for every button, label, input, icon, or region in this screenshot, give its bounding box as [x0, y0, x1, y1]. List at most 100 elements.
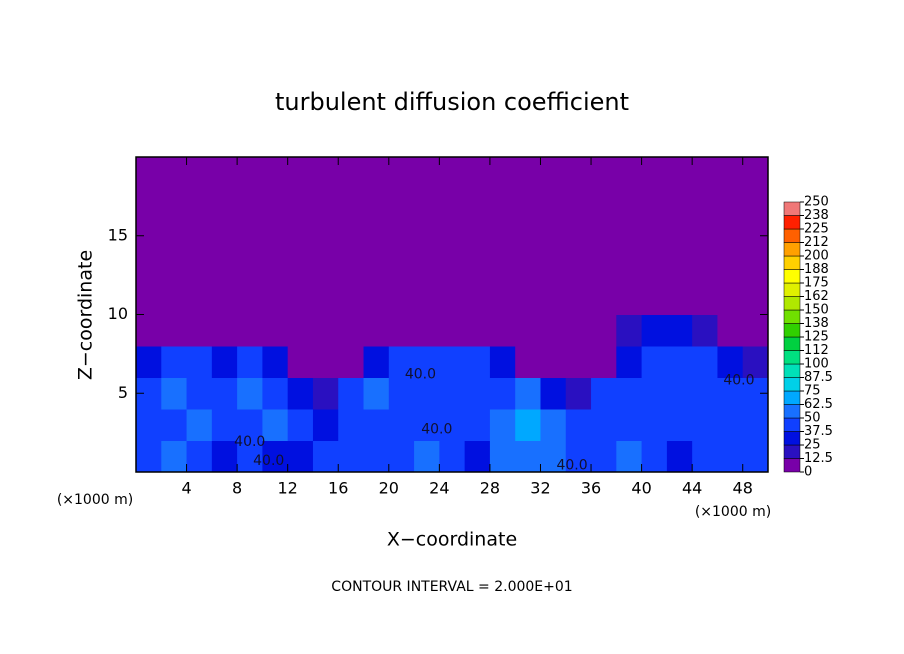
footer: CONTOUR INTERVAL = 2.000E+01 [331, 579, 572, 595]
cell [136, 409, 162, 441]
cell [211, 314, 238, 347]
cell [540, 283, 567, 315]
cell [414, 314, 440, 347]
cell [489, 157, 516, 189]
cell [161, 220, 188, 252]
cell [338, 409, 365, 441]
cell [692, 409, 718, 441]
cell [312, 440, 339, 473]
colorbar-label: 238 [804, 208, 829, 223]
cell [591, 409, 617, 441]
colorbar-swatch [783, 282, 801, 297]
x-unit-label: (×1000 m) [57, 492, 133, 508]
cell [211, 377, 238, 410]
cell [666, 377, 693, 410]
cell [388, 377, 415, 410]
cell [666, 157, 693, 189]
cell [591, 314, 617, 347]
colorbar-label: 87.5 [804, 370, 833, 385]
colorbar-label: 100 [804, 357, 829, 372]
cell [312, 188, 339, 221]
colorbar-label: 188 [804, 262, 829, 277]
cell [388, 346, 415, 378]
cell [489, 188, 516, 221]
cell [464, 188, 491, 221]
colorbar-swatch [783, 228, 801, 243]
cell [692, 283, 718, 315]
cell [515, 346, 541, 378]
colorbar-swatch [783, 458, 801, 473]
cell [742, 409, 769, 441]
cell [666, 188, 693, 221]
cell [439, 314, 466, 347]
x-tick-label: 16 [328, 479, 348, 498]
cell [287, 346, 314, 378]
cell [717, 346, 744, 378]
cell [692, 377, 718, 410]
colorbar-swatch [783, 350, 801, 365]
cell [262, 346, 289, 378]
cell [136, 251, 162, 284]
cell [186, 314, 213, 347]
cell [312, 314, 339, 347]
contour-label: 40.0 [234, 434, 265, 450]
cell [692, 440, 718, 473]
colorbar-label: 25 [804, 438, 821, 453]
cell [565, 409, 592, 441]
cell [161, 346, 188, 378]
cell [489, 220, 516, 252]
cell [186, 440, 213, 473]
cell [641, 251, 668, 284]
cell [363, 314, 390, 347]
cell [211, 440, 238, 473]
cell [515, 409, 541, 441]
cell [641, 377, 668, 410]
cell [591, 220, 617, 252]
cell [287, 157, 314, 189]
cell [464, 346, 491, 378]
cell [616, 346, 643, 378]
cell [666, 314, 693, 347]
cell [136, 440, 162, 473]
cell [287, 409, 314, 441]
colorbar-swatch [783, 363, 801, 378]
cell [692, 314, 718, 347]
cell [489, 314, 516, 347]
x-tick-label: 12 [278, 479, 298, 498]
cell [464, 440, 491, 473]
cell [616, 440, 643, 473]
cell [338, 188, 365, 221]
colorbar-label: 250 [804, 195, 829, 210]
cell [338, 377, 365, 410]
cell [312, 409, 339, 441]
cell [515, 251, 541, 284]
cell [287, 440, 314, 473]
cell [742, 346, 769, 378]
cell [388, 157, 415, 189]
cell [717, 220, 744, 252]
cell [591, 157, 617, 189]
colorbar-swatch [783, 296, 801, 311]
cell [136, 188, 162, 221]
cell [338, 251, 365, 284]
cell [666, 346, 693, 378]
cell [414, 409, 440, 441]
cell [388, 314, 415, 347]
cell [464, 157, 491, 189]
cell [439, 409, 466, 441]
cell [717, 314, 744, 347]
cell [616, 283, 643, 315]
cell [489, 283, 516, 315]
x-tick-label: 32 [530, 479, 550, 498]
cell [363, 346, 390, 378]
cell [388, 188, 415, 221]
cell [161, 377, 188, 410]
colorbar-swatch [783, 255, 801, 270]
colorbar-swatch [783, 444, 801, 459]
colorbar-swatch [783, 242, 801, 257]
cell [565, 220, 592, 252]
cell [186, 188, 213, 221]
cell [540, 440, 567, 473]
cell [262, 409, 289, 441]
colorbar-swatch [783, 215, 801, 230]
